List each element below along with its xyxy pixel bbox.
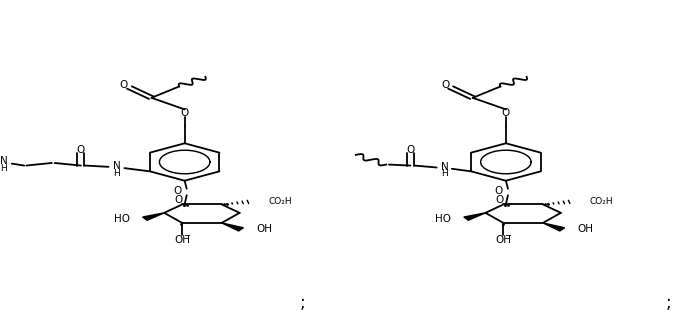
Text: OH: OH [256, 224, 272, 234]
Text: O: O [120, 80, 128, 90]
Text: N: N [0, 156, 8, 166]
Text: HO: HO [435, 214, 451, 224]
Text: O: O [502, 108, 510, 118]
Text: O: O [77, 145, 85, 155]
Text: O: O [495, 186, 503, 196]
Text: H: H [0, 164, 7, 173]
Polygon shape [143, 213, 164, 220]
Text: CO₂H: CO₂H [269, 197, 293, 206]
Text: O: O [496, 195, 504, 205]
Text: OH̅: OH̅ [496, 235, 512, 245]
Text: O: O [174, 186, 182, 196]
Text: N: N [441, 162, 449, 171]
Text: H: H [442, 169, 448, 179]
Text: O: O [406, 145, 414, 155]
Text: OH̅: OH̅ [174, 235, 190, 245]
Text: N: N [113, 161, 120, 171]
Text: O: O [441, 80, 449, 90]
Text: H: H [113, 169, 120, 178]
Text: ;: ; [299, 294, 305, 312]
Text: HO: HO [113, 214, 130, 224]
Text: CO₂H: CO₂H [590, 197, 613, 206]
Polygon shape [222, 223, 244, 231]
Polygon shape [464, 213, 485, 220]
Polygon shape [543, 223, 565, 231]
Text: O: O [174, 195, 183, 205]
Text: ;: ; [665, 294, 671, 312]
Text: OH: OH [578, 224, 594, 234]
Text: O: O [181, 108, 189, 118]
